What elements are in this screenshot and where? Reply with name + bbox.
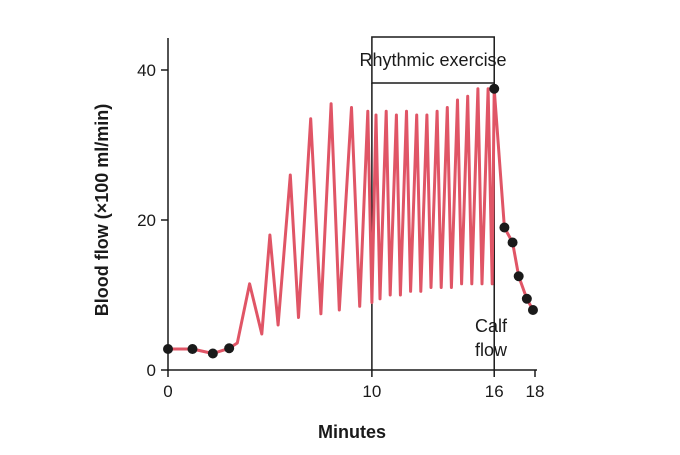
data-point-marker — [499, 222, 510, 233]
y-tick-label: 0 — [147, 361, 156, 380]
plot-area — [163, 83, 538, 359]
x-tick-label: 0 — [163, 382, 172, 401]
data-point-marker — [521, 293, 532, 304]
tick-group: 0 10 16 18 0 20 40 — [137, 61, 544, 401]
data-point-marker — [207, 348, 218, 359]
blood-flow-line — [166, 87, 535, 355]
x-axis-title: Minutes — [318, 422, 386, 442]
data-point-marker — [224, 343, 235, 354]
y-axis-title: Blood flow (×100 ml/min) — [92, 104, 112, 317]
y-tick-label: 40 — [137, 61, 156, 80]
x-tick-label: 10 — [362, 382, 381, 401]
data-point-marker — [489, 83, 500, 94]
exercise-label: Rhythmic exercise — [360, 50, 507, 70]
y-tick-label: 20 — [137, 211, 156, 230]
data-point-marker — [163, 344, 173, 354]
x-tick-label: 16 — [485, 382, 504, 401]
exercise-label-box — [371, 36, 495, 84]
data-point-marker — [513, 271, 524, 282]
data-point-marker — [187, 344, 198, 354]
x-tick-label: 18 — [526, 382, 545, 401]
calf-flow-label-line2: flow — [475, 340, 508, 360]
data-point-marker — [527, 305, 538, 315]
calf-flow-label-line1: Calf — [475, 316, 508, 336]
data-point-marker — [507, 237, 518, 248]
